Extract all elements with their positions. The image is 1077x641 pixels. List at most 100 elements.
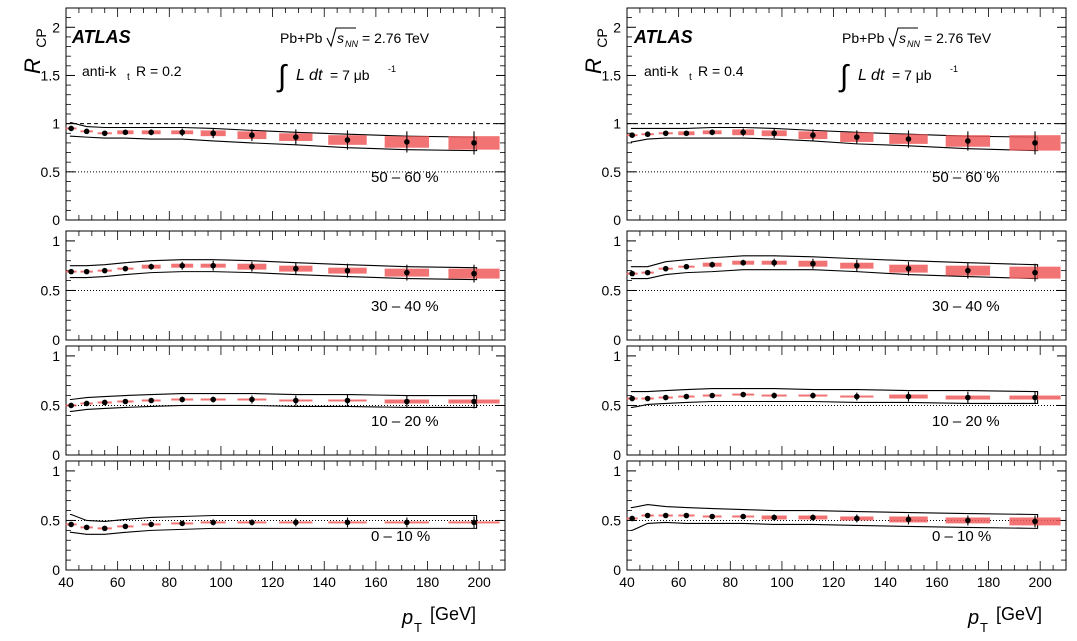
right-xlabel-unit: [GeV]	[996, 604, 1042, 624]
y-tick-label: 0.5	[41, 164, 61, 180]
right-panel-2: 0 0.5 1 30 – 40 %	[602, 230, 1067, 348]
right-energy: = 2.76 TeV	[924, 30, 992, 46]
left-panel-4: 0 0.5 1 0 – 10 %	[41, 460, 506, 578]
right-ylabel-main: R	[581, 58, 606, 74]
x-tick-label: 180	[416, 574, 440, 590]
data-point	[644, 131, 651, 138]
centrality-label: 50 – 60 %	[932, 169, 1000, 186]
panel-frame	[626, 230, 1067, 341]
left-atlas-label: ATLAS	[71, 27, 131, 47]
data-point	[683, 263, 690, 270]
left-lumi-integral: ∫	[276, 60, 288, 93]
y-tick-label: 0	[613, 212, 621, 228]
data-point	[629, 515, 635, 522]
right-xlabel: p T [GeV]	[967, 604, 1042, 635]
y-tick-label: 1	[613, 116, 621, 132]
left-annotations: ATLAS anti-k t R = 0.2 Pb+Pb s NN = 2.76…	[71, 27, 430, 93]
data-point	[122, 398, 129, 405]
data-point	[101, 525, 108, 532]
right-lumi-exp: -1	[950, 64, 958, 74]
data-point	[709, 129, 716, 136]
centrality-label: 10 – 20 %	[371, 413, 439, 430]
centrality-label: 0 – 10 %	[371, 528, 430, 545]
x-tick-label: 120	[822, 574, 846, 590]
right-jet-sub: t	[689, 72, 692, 83]
data-point	[148, 521, 155, 528]
data-point	[1032, 518, 1038, 525]
data-point	[810, 392, 816, 399]
y-tick-label: 0.5	[602, 282, 622, 298]
data-point	[1032, 140, 1038, 146]
centrality-label: 10 – 20 %	[932, 413, 1000, 430]
x-tick-label: 140	[313, 574, 337, 590]
data-point	[683, 512, 690, 519]
data-point	[644, 395, 651, 402]
right-xlabel-sub: T	[980, 620, 988, 635]
y-tick-label: 0.5	[41, 512, 61, 528]
data-point	[965, 267, 971, 274]
y-tick-label: 0.5	[602, 164, 622, 180]
x-tick-label: 120	[261, 574, 285, 590]
data-point	[683, 130, 690, 137]
data-point	[629, 395, 635, 402]
right-sqrt-s-sub: NN	[907, 39, 920, 49]
data-point	[905, 265, 912, 272]
y-tick-label: 0.5	[41, 397, 61, 413]
data-point	[148, 397, 155, 404]
right-panel-1: 0 0.5 1 1.5 2 50 – 60 %	[602, 7, 1067, 228]
data-point	[683, 393, 690, 400]
left-sqrt-s: s	[337, 30, 344, 46]
data-point	[101, 267, 108, 274]
data-point	[344, 397, 351, 404]
data-point	[404, 269, 410, 276]
left-ylabel-main: R	[20, 58, 45, 74]
right-xlabel-main: p	[967, 607, 979, 629]
data-point	[179, 396, 186, 403]
y-tick-label: 0	[52, 562, 60, 578]
data-point	[905, 136, 912, 142]
y-tick-label: 0.5	[41, 282, 61, 298]
data-point	[68, 125, 74, 132]
data-point	[644, 512, 651, 519]
data-point	[122, 265, 129, 272]
data-point	[344, 519, 351, 526]
left-sqrt-sign	[326, 27, 356, 48]
data-point	[1032, 394, 1038, 401]
data-point	[810, 132, 816, 138]
y-tick-label: 1	[52, 463, 60, 479]
left-energy: = 2.76 TeV	[362, 30, 430, 46]
data-point	[179, 129, 186, 136]
panel-frame	[626, 345, 1067, 456]
data-point	[471, 270, 477, 277]
data-point	[740, 391, 747, 398]
data-point	[771, 392, 777, 399]
data-point	[148, 129, 155, 136]
data-point	[404, 139, 410, 145]
y-tick-label: 1	[52, 348, 60, 364]
right-lumi-value: = 7 μb	[892, 67, 932, 83]
y-tick-label: 1	[613, 348, 621, 364]
left-panel-2: 0 0.5 1 30 – 40 %	[41, 230, 506, 348]
y-tick-label: 0	[613, 332, 621, 348]
right-sqrt-s: s	[899, 30, 906, 46]
data-point	[662, 394, 669, 401]
data-point	[965, 517, 971, 524]
x-tick-label: 40	[58, 574, 74, 590]
y-tick-label: 2	[52, 19, 60, 35]
x-tick-label: 160	[925, 574, 949, 590]
data-point	[740, 513, 747, 520]
data-point	[810, 260, 816, 267]
data-point	[68, 268, 74, 275]
right-ylabel-sub: CP	[594, 28, 610, 47]
y-tick-label: 0	[52, 447, 60, 463]
y-tick-label: 1	[52, 233, 60, 249]
data-point	[905, 516, 912, 523]
data-point	[854, 393, 860, 400]
x-tick-label: 100	[770, 574, 794, 590]
left-jet-sub: t	[127, 72, 130, 83]
right-lumi-integral: ∫	[838, 60, 850, 93]
data-point	[83, 400, 90, 407]
